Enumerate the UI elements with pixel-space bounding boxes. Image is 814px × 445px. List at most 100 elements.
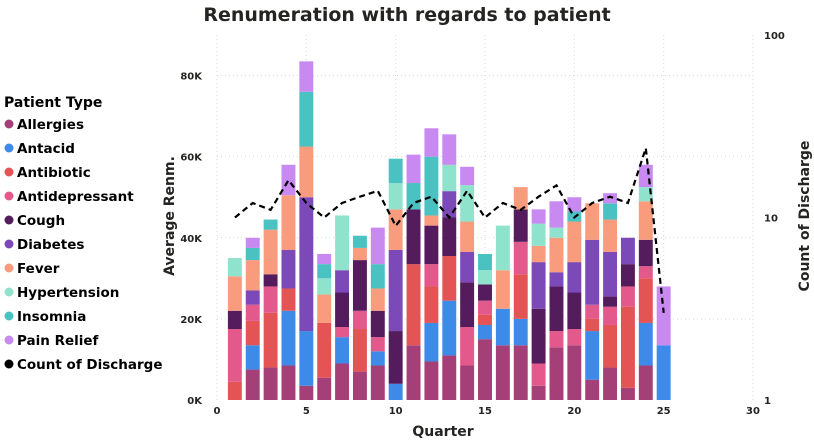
legend-marker xyxy=(4,287,14,297)
bar-segment-fever xyxy=(603,219,618,252)
bar-segment-antacid xyxy=(281,310,296,366)
bar-segment-antacid xyxy=(638,322,653,366)
bar-segment-pain-relief xyxy=(567,197,582,212)
bar-segment-allergies xyxy=(442,355,457,400)
bar-segment-pain-relief xyxy=(656,286,671,346)
legend-item[interactable]: Antidepressant xyxy=(4,189,135,205)
bar-segment-pain-relief xyxy=(603,193,618,204)
x-tick-label: 10 xyxy=(389,406,403,417)
legend-item[interactable]: Antibiotic xyxy=(4,165,91,181)
legend-item[interactable]: Count of Discharge xyxy=(4,357,163,373)
bar-segment-hypertension xyxy=(638,187,653,202)
x-tick-label: 20 xyxy=(567,406,581,417)
bar-segment-cough xyxy=(513,209,528,242)
bar-segment-fever xyxy=(263,229,278,275)
bar-segment-insomnia xyxy=(245,247,260,261)
bar-segment-antibiotic xyxy=(424,286,439,323)
bar-segment-antidepressant xyxy=(370,337,385,352)
legend-item[interactable]: Antacid xyxy=(4,141,75,157)
bar-segment-fever xyxy=(567,221,582,263)
legend-item[interactable]: Hypertension xyxy=(4,285,120,301)
bar-segment-insomnia xyxy=(352,235,367,248)
y-tick-label: 40K xyxy=(180,234,203,245)
legend-label: Antibiotic xyxy=(17,165,91,181)
bar-segment-antibiotic xyxy=(227,381,242,400)
bar-segment-antidepressant xyxy=(263,286,278,313)
y2-axis-label: Count of Discharge xyxy=(797,141,813,292)
bar-segment-diabetes xyxy=(531,262,546,309)
bar-segment-pain-relief xyxy=(442,134,457,165)
y-tick-label: 80K xyxy=(180,72,203,83)
bar-segment-antacid xyxy=(442,300,457,356)
bar-segment-antibiotic xyxy=(406,264,421,346)
legend-label: Pain Relief xyxy=(17,333,99,349)
bar-segment-cough xyxy=(460,282,475,327)
bar-segment-cough xyxy=(638,239,653,267)
bar-segment-antibiotic xyxy=(245,320,260,346)
bar-segment-fever xyxy=(227,276,242,311)
bar-segment-diabetes xyxy=(245,290,260,305)
bar-segment-allergies xyxy=(281,365,296,400)
bar-segment-antibiotic xyxy=(513,274,528,319)
bars xyxy=(227,61,671,400)
bar-segment-antacid xyxy=(299,331,314,386)
legend-marker xyxy=(4,311,14,321)
bar-segment-insomnia xyxy=(478,254,492,271)
bar-segment-pain-relief xyxy=(406,154,421,184)
bar-segment-cough xyxy=(478,284,492,301)
bar-segment-hypertension xyxy=(478,270,492,285)
legend-item[interactable]: Allergies xyxy=(4,117,85,133)
bar-segment-antidepressant xyxy=(352,310,367,330)
bar-segment-insomnia xyxy=(317,264,332,279)
bar-segment-pain-relief xyxy=(460,166,475,186)
legend-marker xyxy=(4,215,14,225)
legend-item[interactable]: Insomnia xyxy=(4,309,87,325)
y2-tick-label: 100 xyxy=(764,31,785,42)
y-tick-label: 0K xyxy=(187,396,203,407)
bar-segment-antidepressant xyxy=(478,300,492,315)
y2-tick-label: 1 xyxy=(764,396,771,407)
x-tick-label: 25 xyxy=(657,406,671,417)
legend-label: Cough xyxy=(17,213,65,229)
x-axis-label: Quarter xyxy=(412,424,473,440)
bar-segment-cough xyxy=(388,331,403,384)
y2-tick-label: 10 xyxy=(764,214,778,225)
bar-segment-antibiotic xyxy=(442,256,457,301)
bar-segment-allergies xyxy=(299,385,314,400)
bar-segment-pain-relief xyxy=(281,164,296,196)
bar-segment-pain-relief xyxy=(531,209,546,224)
bar-segment-allergies xyxy=(513,345,528,400)
bar-segment-allergies xyxy=(263,367,278,400)
legend-item[interactable]: Diabetes xyxy=(4,237,85,253)
bar-segment-hypertension xyxy=(549,227,564,238)
bar-segment-allergies xyxy=(370,365,385,400)
bar-segment-cough xyxy=(352,260,367,311)
bar-segment-hypertension xyxy=(442,164,457,192)
legend-label: Allergies xyxy=(17,117,84,133)
legend-item[interactable]: Cough xyxy=(4,213,66,229)
bar-segment-pain-relief xyxy=(370,227,385,265)
bar-segment-antidepressant xyxy=(245,304,260,321)
bar-segment-pain-relief xyxy=(424,128,439,157)
bar-segment-antibiotic xyxy=(317,322,332,378)
bar-segment-cough xyxy=(549,286,564,332)
bar-segment-antidepressant xyxy=(424,264,439,287)
bar-segment-fever xyxy=(531,245,546,263)
bar-segment-cough xyxy=(227,310,242,330)
bar-segment-antidepressant xyxy=(335,327,350,338)
bar-segment-insomnia xyxy=(370,264,385,289)
bar-segment-hypertension xyxy=(388,183,403,210)
bar-segment-antidepressant xyxy=(227,329,242,382)
bar-segment-antacid xyxy=(370,351,385,366)
y-axis-ticks: 0K 20K 40K 60K 80K xyxy=(180,72,203,407)
bar-segment-hypertension xyxy=(531,223,546,246)
bar-segment-antibiotic xyxy=(620,306,635,388)
bar-segment-insomnia xyxy=(263,219,278,230)
bar-segment-allergies xyxy=(603,367,618,400)
legend-item[interactable]: Fever xyxy=(4,261,60,277)
bar-segment-fever xyxy=(460,221,475,252)
bar-segment-pain-relief xyxy=(245,237,260,248)
legend-item[interactable]: Pain Relief xyxy=(4,333,99,349)
bar-segment-antidepressant xyxy=(531,363,546,386)
bar-segment-antacid xyxy=(495,308,510,346)
